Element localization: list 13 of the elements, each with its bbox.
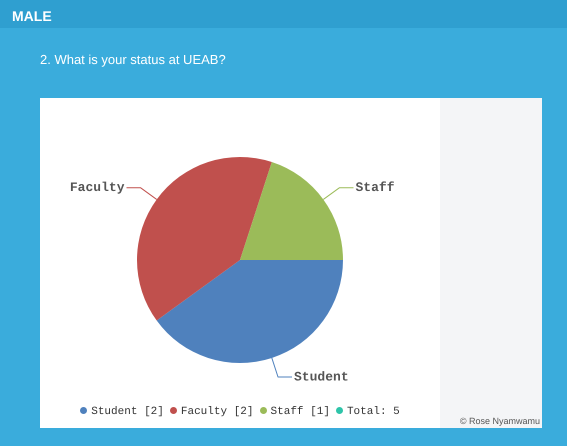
- slice-label: Student: [294, 369, 349, 384]
- slice-label: Faculty: [70, 180, 125, 195]
- slice-label: Staff: [356, 180, 395, 195]
- data-label: [2]: [143, 406, 164, 418]
- chart-subtitle: 2. What is your status at UEAB?: [40, 52, 226, 67]
- chart-title: MALE: [12, 8, 52, 24]
- legend-label: Staff: [270, 406, 304, 418]
- data-label: [2]: [232, 406, 254, 418]
- legend-label: Student: [91, 406, 138, 418]
- legend-label: Faculty: [180, 406, 228, 418]
- text: © Rose Nyamwamu: [460, 416, 540, 426]
- data-label: [1]: [309, 406, 330, 418]
- text: Total: 5: [346, 406, 400, 418]
